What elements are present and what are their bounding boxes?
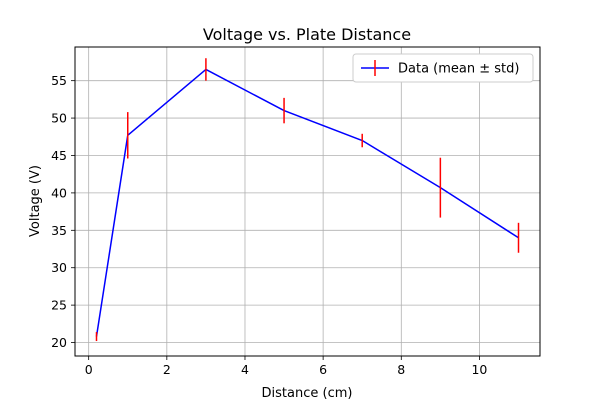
x-tick-label: 10 bbox=[471, 362, 487, 377]
y-axis-label: Voltage (V) bbox=[28, 165, 43, 237]
y-tick-label: 50 bbox=[51, 111, 67, 126]
x-axis-ticks: 0 2 4 6 8 10 bbox=[85, 356, 487, 377]
x-tick-label: 4 bbox=[241, 362, 249, 377]
x-tick-label: 2 bbox=[163, 362, 171, 377]
y-tick-label: 25 bbox=[51, 298, 67, 313]
y-tick-label: 30 bbox=[51, 260, 67, 275]
x-tick-label: 8 bbox=[397, 362, 405, 377]
y-tick-label: 45 bbox=[51, 148, 67, 163]
chart-title: Voltage vs. Plate Distance bbox=[203, 25, 411, 44]
grid bbox=[75, 47, 540, 356]
y-tick-label: 20 bbox=[51, 335, 67, 350]
x-tick-label: 6 bbox=[319, 362, 327, 377]
y-tick-label: 55 bbox=[51, 73, 67, 88]
plot-data bbox=[95, 58, 520, 342]
plot-frame bbox=[74, 46, 541, 357]
legend: Data (mean ± std) bbox=[352, 53, 534, 83]
x-axis-label: Distance (cm) bbox=[262, 386, 353, 400]
legend-label: Data (mean ± std) bbox=[398, 62, 519, 77]
y-tick-label: 35 bbox=[51, 223, 67, 238]
y-tick-label: 40 bbox=[51, 185, 67, 200]
y-axis-ticks: 20 25 30 35 40 45 50 55 bbox=[51, 73, 75, 350]
legend-box bbox=[352, 53, 534, 83]
x-tick-label: 0 bbox=[85, 362, 93, 377]
